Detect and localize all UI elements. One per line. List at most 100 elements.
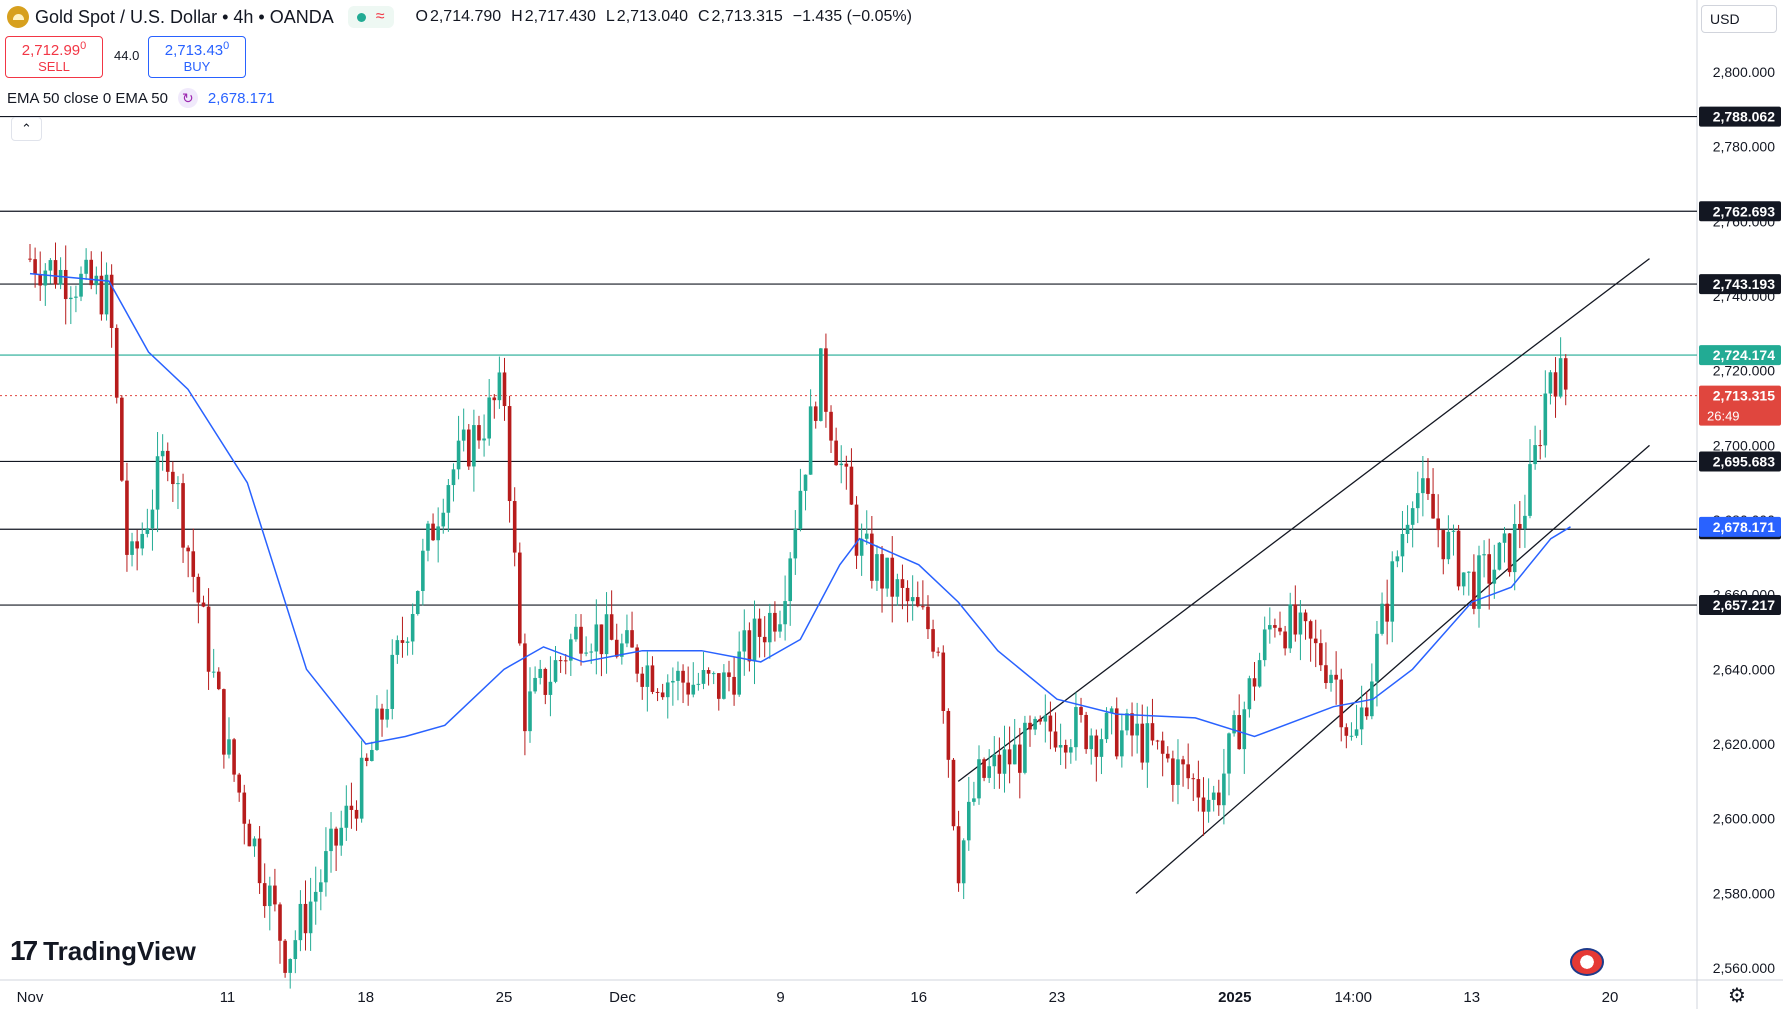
close-label: C [697, 8, 710, 25]
settings-icon[interactable]: ⚙ [1728, 985, 1746, 1007]
candle-body [1109, 708, 1114, 713]
collapse-legend-button[interactable]: ⌃ [11, 117, 42, 141]
candle-body [1089, 735, 1094, 750]
candle-body [538, 668, 543, 678]
candle-body [267, 885, 272, 907]
candle-body [956, 826, 961, 884]
candle-body [1390, 561, 1395, 622]
market-status[interactable]: ≈ [347, 6, 394, 28]
candle-body [1038, 718, 1043, 722]
candle-body [130, 541, 134, 555]
candle-body [1461, 572, 1466, 587]
candle-body [446, 485, 451, 513]
candle-body [701, 670, 706, 684]
candle-body [1155, 740, 1160, 742]
candle-body [1176, 759, 1180, 785]
refresh-icon[interactable]: ↻ [177, 88, 198, 108]
candle-body [1222, 773, 1226, 806]
candle-body [1482, 554, 1486, 556]
candle-body [370, 749, 374, 761]
wave-icon: ≈ [375, 8, 385, 25]
candle-body [466, 429, 471, 467]
candle-body [48, 260, 53, 271]
candle-body [140, 533, 145, 549]
candle-body [1084, 714, 1088, 750]
candle-body [992, 754, 997, 767]
candle-body [441, 512, 446, 527]
candle-body [1262, 629, 1267, 661]
candle-body [364, 757, 369, 761]
candle-body [1247, 678, 1252, 710]
candle-body [176, 483, 180, 485]
candle-body [569, 639, 573, 661]
high-value: 2,717.430 [524, 8, 596, 25]
candle-body [482, 438, 486, 441]
candle-body [946, 710, 951, 760]
candle-body [313, 891, 318, 902]
candle-body [696, 683, 701, 685]
candle-body [1395, 556, 1400, 562]
candle-body [1278, 627, 1282, 632]
indicator-legend[interactable]: EMA 50 close 0 EMA 50 ↻ 2,678.171 [7, 88, 275, 108]
candle-body [518, 552, 522, 644]
candle-body [1211, 792, 1216, 800]
candle-body [160, 450, 165, 457]
time-axis: Nov 11 18 25 Dec 9 16 23 2025 14:00 13 20 [17, 989, 1619, 1006]
candle-body [1359, 707, 1364, 730]
candle-body [1048, 715, 1053, 732]
candle-body [870, 533, 874, 581]
us-flag-icon[interactable] [1570, 948, 1604, 976]
candle-body [120, 397, 124, 481]
sell-price: 2,712.99 [21, 42, 81, 59]
candle-body [895, 579, 900, 597]
candle-body [1196, 779, 1201, 798]
candle-body [844, 463, 849, 467]
candle-body [1298, 612, 1303, 635]
candle-body [1257, 660, 1262, 687]
candle-body [686, 682, 690, 695]
tradingview-logo[interactable]: 17 TradingView [10, 935, 196, 967]
candle-body [599, 624, 604, 655]
candle-body [1160, 740, 1165, 754]
candle-body [257, 838, 262, 884]
level-tag-bg [1699, 451, 1781, 472]
currency-selector[interactable]: USD [1701, 5, 1777, 33]
candle-body [650, 665, 655, 692]
candle-body [1288, 604, 1293, 649]
candle-body [84, 259, 88, 274]
candle-body [997, 754, 1002, 774]
candle-body [905, 587, 910, 602]
level-tag: 2,788.062 [1713, 109, 1775, 125]
sell-button[interactable]: 2,712.990 SELL [5, 36, 103, 78]
candle-body [1543, 393, 1548, 446]
level-tag: 2,657.217 [1713, 597, 1775, 613]
candle-body [1405, 524, 1410, 535]
candle-body [849, 466, 854, 505]
candle-body [1313, 638, 1318, 644]
candle-body [216, 671, 221, 690]
symbol-title[interactable]: Gold Spot / U.S. Dollar • 4h • OANDA [35, 6, 334, 27]
candle-body [609, 614, 614, 640]
y-tick-label: 2,620.000 [1713, 736, 1775, 752]
candle-body [426, 523, 430, 551]
candle-body [125, 480, 129, 555]
candle-body [1563, 358, 1568, 390]
candle-body [472, 425, 476, 467]
candle-body [885, 557, 889, 589]
candle-body [1400, 534, 1405, 557]
candle-body [936, 651, 940, 653]
candle-body [803, 474, 808, 491]
candle-body [451, 469, 456, 486]
candle-body [808, 406, 813, 475]
candle-body [1334, 674, 1338, 680]
candle-body [1538, 445, 1543, 447]
candle-body [109, 274, 114, 328]
candle-body [972, 798, 976, 802]
buy-button[interactable]: 2,713.430 BUY [148, 36, 246, 78]
level-tag-bg [1699, 345, 1781, 366]
candle-body [1344, 727, 1349, 736]
candle-body [630, 630, 634, 648]
candle-body [854, 504, 859, 556]
